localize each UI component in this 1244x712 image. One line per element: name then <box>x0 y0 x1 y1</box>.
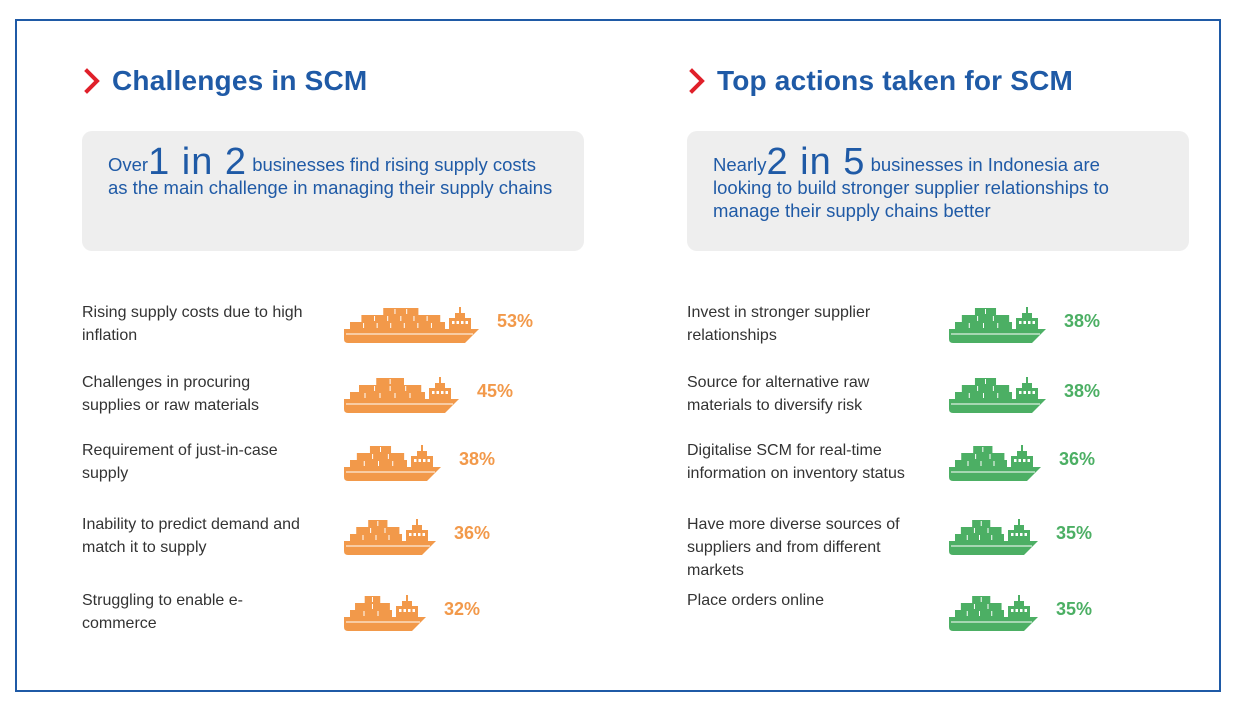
ship-icon <box>344 307 479 343</box>
category-label: Inability to predict demand and match it… <box>82 516 300 556</box>
category-label: Source for alternative raw materials to … <box>687 374 870 414</box>
heading-text: Top actions taken for SCM <box>717 65 1074 96</box>
chevron-right-icon <box>84 68 100 94</box>
callout-prefix: Over <box>108 154 149 175</box>
value-label: 53% <box>497 311 534 331</box>
actions-chart: Invest in stronger supplier relationship… <box>687 21 1244 690</box>
category-label: Have more diverse sources of suppliers a… <box>687 516 900 579</box>
value-label: 38% <box>459 449 496 469</box>
value-label: 36% <box>1059 449 1096 469</box>
ship-bar <box>949 515 1038 562</box>
chevron-right-icon <box>689 68 705 94</box>
ship-bar <box>344 373 459 420</box>
category-label: Rising supply costs due to high inflatio… <box>82 304 303 344</box>
heading-text: Challenges in SCM <box>112 65 368 96</box>
ship-icon <box>949 519 1038 555</box>
value-label: 36% <box>454 523 491 543</box>
value-label: 35% <box>1056 599 1093 619</box>
challenges-callout: Over1 in 2 businesses find rising supply… <box>82 131 584 251</box>
ship-icon <box>344 595 426 631</box>
challenges-chart: Rising supply costs due to high inflatio… <box>82 21 642 690</box>
ship-icon <box>949 595 1038 631</box>
category-label: Challenges in procuring supplies or raw … <box>82 374 259 414</box>
ship-icon <box>344 377 459 413</box>
category-label: Digitalise SCM for real-time information… <box>687 442 905 482</box>
ship-icon <box>344 519 436 555</box>
category-label: Struggling to enable e-commerce <box>82 592 243 632</box>
value-label: 45% <box>477 381 514 401</box>
ship-bar <box>949 441 1041 488</box>
actions-panel: Top actions taken for SCM Nearly2 in 5 b… <box>687 21 1244 690</box>
ship-bar <box>949 373 1046 420</box>
callout-text: businesses in Indonesia are looking to b… <box>713 154 1109 221</box>
ship-bar <box>344 591 426 638</box>
callout-prefix: Nearly <box>713 154 767 175</box>
callout-big-stat: 1 in 2 <box>148 141 248 183</box>
ship-icon <box>344 445 441 481</box>
actions-callout: Nearly2 in 5 businesses in Indonesia are… <box>687 131 1189 251</box>
ship-bar <box>344 303 479 350</box>
challenges-panel: Challenges in SCM Over1 in 2 businesses … <box>82 21 642 690</box>
value-label: 38% <box>1064 311 1101 331</box>
ship-bar <box>344 441 441 488</box>
infographic-frame: Challenges in SCM Over1 in 2 businesses … <box>15 19 1221 692</box>
category-label: Invest in stronger supplier relationship… <box>687 304 871 344</box>
challenges-heading: Challenges in SCM <box>82 61 367 101</box>
callout-text: businesses find rising supply costs as t… <box>108 154 553 198</box>
category-label: Requirement of just-in-case supply <box>82 442 278 482</box>
actions-heading: Top actions taken for SCM <box>687 61 1073 101</box>
category-label: Place orders online <box>687 592 824 609</box>
ship-icon <box>949 445 1041 481</box>
ship-bar <box>344 515 436 562</box>
value-label: 32% <box>444 599 481 619</box>
ship-bar <box>949 303 1046 350</box>
ship-icon <box>949 377 1046 413</box>
ship-bar <box>949 591 1038 638</box>
value-label: 35% <box>1056 523 1093 543</box>
value-label: 38% <box>1064 381 1101 401</box>
ship-icon <box>949 307 1046 343</box>
callout-big-stat: 2 in 5 <box>766 141 866 183</box>
